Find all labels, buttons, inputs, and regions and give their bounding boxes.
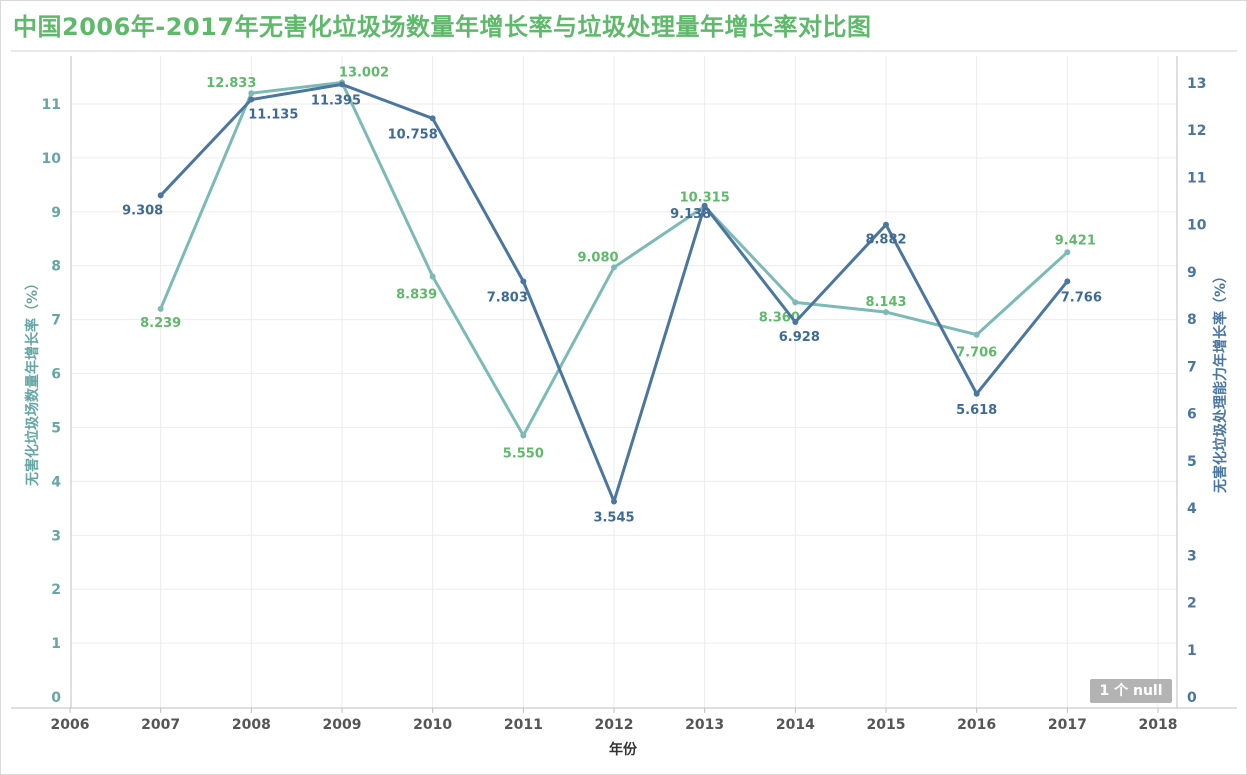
series-right-point bbox=[973, 390, 980, 397]
series-right-data-label: 9.308 bbox=[122, 203, 163, 218]
y-tick-left: 1 bbox=[51, 636, 61, 652]
y-tick-left: 2 bbox=[51, 582, 61, 598]
y-tick-right: 12 bbox=[1187, 123, 1206, 139]
series-left-point bbox=[883, 309, 889, 316]
x-axis-title: 年份 bbox=[609, 741, 638, 758]
series-left-data-label: 10.315 bbox=[680, 190, 730, 205]
chart-title: 中国2006年-2017年无害化垃圾场数量年增长率与垃圾处理量年增长率对比图 bbox=[13, 13, 872, 41]
series-left-data-label: 7.706 bbox=[956, 346, 997, 361]
y-tick-right: 1 bbox=[1187, 643, 1197, 659]
series-left-point bbox=[429, 273, 436, 280]
series-left-point bbox=[792, 299, 799, 306]
x-tick: 2018 bbox=[1139, 717, 1178, 733]
x-tick: 2009 bbox=[323, 717, 362, 733]
y-axis-left-title: 无害化垃圾场数量年增长率（%） bbox=[24, 276, 41, 487]
series-right-point bbox=[248, 96, 255, 103]
y-tick-right: 10 bbox=[1187, 218, 1207, 234]
series-right-point bbox=[429, 115, 436, 122]
x-tick: 2014 bbox=[776, 717, 815, 733]
series-left-data-label: 9.080 bbox=[577, 250, 618, 265]
series-right-data-label: 9.138 bbox=[670, 207, 711, 222]
x-tick: 2007 bbox=[141, 717, 180, 733]
series-right-point bbox=[792, 318, 799, 325]
series-left-point bbox=[1064, 249, 1071, 256]
y-tick-left: 8 bbox=[51, 259, 61, 275]
x-tick: 2006 bbox=[51, 717, 90, 733]
y-tick-left: 6 bbox=[51, 367, 61, 383]
y-tick-left: 10 bbox=[42, 151, 62, 167]
series-left-data-label: 5.550 bbox=[503, 447, 544, 462]
x-tick: 2013 bbox=[685, 717, 724, 733]
series-right-point bbox=[883, 221, 889, 228]
series-left-point bbox=[611, 264, 617, 271]
series-right-point bbox=[520, 278, 527, 285]
series-right-point bbox=[157, 192, 164, 199]
x-tick: 2017 bbox=[1048, 717, 1087, 733]
series-right-data-label: 6.928 bbox=[779, 330, 820, 345]
x-tick: 2015 bbox=[867, 717, 906, 733]
series-right-point bbox=[1064, 278, 1071, 285]
series-left-data-label: 9.421 bbox=[1055, 233, 1096, 248]
y-tick-left: 7 bbox=[51, 313, 61, 329]
series-left-point bbox=[973, 331, 980, 338]
x-tick: 2011 bbox=[504, 717, 543, 733]
y-tick-right: 0 bbox=[1187, 690, 1197, 706]
series-right-data-label: 7.803 bbox=[487, 290, 528, 305]
y-tick-right: 5 bbox=[1187, 454, 1197, 470]
series-right-point bbox=[339, 81, 345, 88]
y-axis-right-title: 无害化垃圾处理能力年增长率（%） bbox=[1212, 269, 1229, 494]
series-left-data-label: 13.002 bbox=[339, 65, 389, 80]
series-right-data-label: 11.395 bbox=[311, 93, 361, 108]
y-tick-left: 4 bbox=[51, 474, 61, 490]
x-tick: 2012 bbox=[595, 717, 634, 733]
series-right-data-label: 11.135 bbox=[248, 108, 298, 123]
series-left-data-label: 8.143 bbox=[865, 295, 906, 310]
y-tick-left: 0 bbox=[51, 690, 61, 706]
y-tick-right: 9 bbox=[1187, 265, 1197, 281]
null-badge[interactable]: 1 个 null bbox=[1090, 679, 1172, 703]
series-left-data-label: 12.833 bbox=[206, 76, 256, 91]
series-left-data-label: 8.239 bbox=[140, 316, 181, 331]
x-tick: 2010 bbox=[413, 717, 452, 733]
series-right-point bbox=[701, 202, 708, 209]
series-right-data-label: 8.882 bbox=[865, 233, 906, 248]
y-tick-right: 3 bbox=[1187, 548, 1197, 564]
y-tick-right: 7 bbox=[1187, 359, 1197, 375]
series-right-point bbox=[611, 498, 617, 505]
y-tick-right: 11 bbox=[1187, 170, 1206, 186]
series-left-point bbox=[520, 432, 527, 439]
series-right-data-label: 7.766 bbox=[1061, 290, 1102, 305]
x-tick: 2016 bbox=[957, 717, 996, 733]
y-tick-right: 13 bbox=[1187, 76, 1206, 92]
series-right-data-label: 10.758 bbox=[388, 127, 438, 142]
series-left-point bbox=[157, 305, 164, 312]
x-tick: 2008 bbox=[232, 717, 271, 733]
y-tick-right: 6 bbox=[1187, 407, 1197, 423]
y-tick-right: 8 bbox=[1187, 312, 1197, 328]
y-tick-left: 9 bbox=[51, 205, 61, 221]
y-tick-right: 4 bbox=[1187, 501, 1197, 517]
series-left-data-label: 8.839 bbox=[396, 288, 437, 303]
y-tick-left: 11 bbox=[42, 97, 61, 113]
series-right-data-label: 3.545 bbox=[593, 510, 634, 525]
series-right-data-label: 5.618 bbox=[956, 403, 997, 418]
y-tick-left: 5 bbox=[51, 420, 61, 436]
series-left-point bbox=[248, 90, 255, 97]
y-tick-right: 2 bbox=[1187, 596, 1197, 612]
y-tick-left: 3 bbox=[51, 528, 61, 544]
